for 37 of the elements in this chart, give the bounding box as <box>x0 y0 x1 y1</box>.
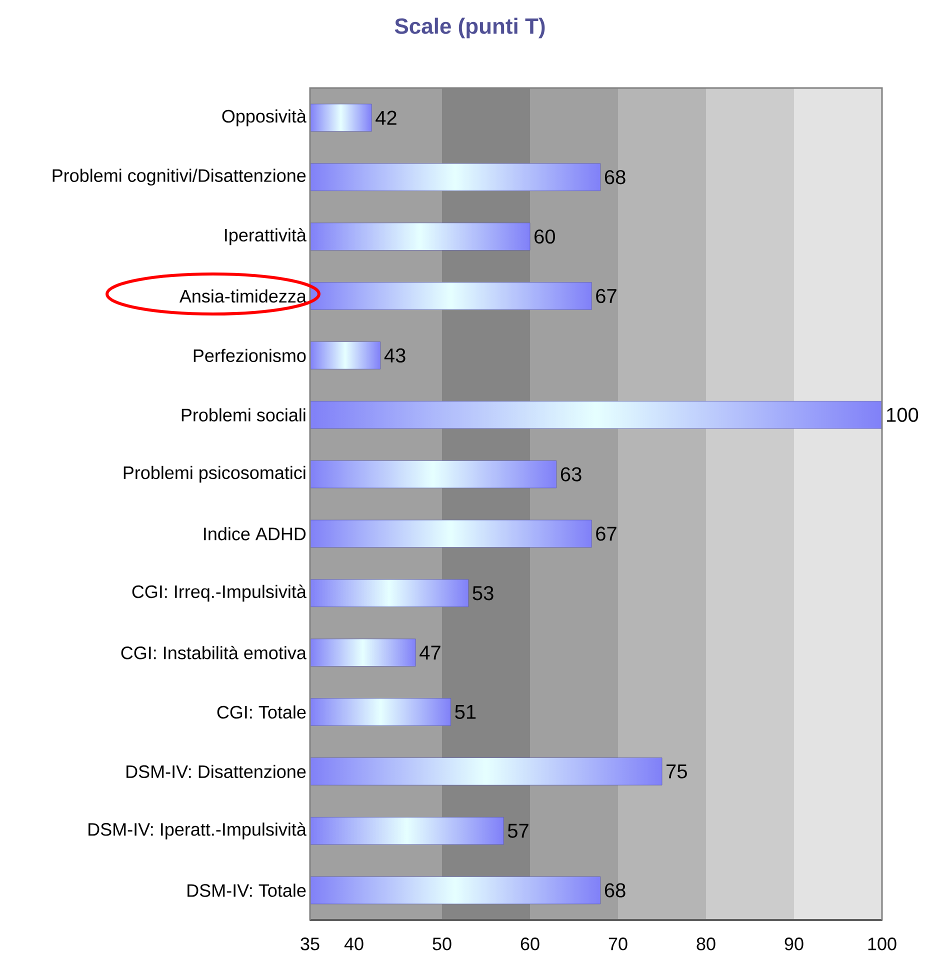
x-tick-label: 50 <box>432 938 452 950</box>
data-label: 100 <box>887 408 918 422</box>
x-tick-label: 60 <box>520 938 540 950</box>
y-tick-label: Problemi cognitivi/Disattenzione <box>52 168 306 186</box>
x-tick-label: 80 <box>696 938 716 950</box>
y-tick-label: DSM-IV: Totale <box>188 884 306 897</box>
data-label: 63 <box>560 467 582 482</box>
y-tick-label: Ansia-timidezza <box>179 289 306 303</box>
data-label: 51 <box>455 705 476 719</box>
x-tick-label: 100 <box>868 938 896 950</box>
x-tick-label: 90 <box>784 938 804 950</box>
y-tick-label: CGI: Irreq.-Impulsività <box>132 584 306 602</box>
y-tick-label: Iperattività <box>225 228 306 246</box>
y-tick-label: DSM-IV: Iperatt.-Impulsività <box>88 822 306 840</box>
y-tick-label: Problemi sociali <box>182 408 306 422</box>
data-label: 42 <box>376 110 396 125</box>
data-label: 57 <box>508 824 528 838</box>
data-label: 67 <box>596 526 616 541</box>
y-tick-label: Perfezionismo <box>194 348 306 362</box>
y-tick-label: CGI: Instabilità emotiva <box>121 646 306 660</box>
data-label: 75 <box>666 764 687 778</box>
y-tick-label: Opposività <box>222 109 306 126</box>
y-tick-label: DSM-IV: Disattenzione <box>126 764 306 778</box>
data-label: 60 <box>534 230 555 244</box>
data-label: 53 <box>472 586 494 600</box>
data-label: 67 <box>596 288 616 304</box>
x-tick-label: 70 <box>608 938 628 950</box>
data-label: 43 <box>384 348 406 363</box>
chart-title: Scale (punti T) <box>394 18 545 38</box>
x-tick-label: 35 <box>300 938 320 950</box>
y-tick-label: Indice ADHD <box>204 527 306 540</box>
data-label: 68 <box>604 883 626 898</box>
y-tick-label: Problemi psicosomatici <box>124 466 306 483</box>
x-tick-label: 40 <box>344 938 364 950</box>
data-label: 47 <box>420 646 440 660</box>
data-label: 68 <box>604 170 626 184</box>
y-tick-label: CGI: Totale <box>217 705 306 719</box>
